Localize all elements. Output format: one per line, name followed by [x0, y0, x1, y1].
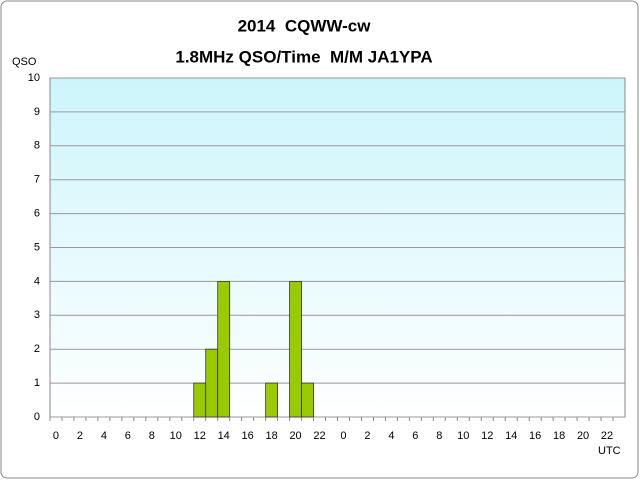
bar	[301, 382, 314, 418]
y-tick-label: 5	[34, 241, 40, 253]
bar	[265, 382, 279, 418]
x-tick-label: 12	[194, 430, 206, 442]
y-tick-label: 10	[28, 72, 40, 84]
x-tick-label: 18	[265, 430, 277, 442]
x-tick-label: 18	[553, 430, 565, 442]
x-tick-label: 2	[77, 430, 83, 442]
x-tick-label: 20	[577, 430, 589, 442]
x-tick-label: 12	[481, 430, 493, 442]
x-axis-label: UTC	[598, 445, 621, 457]
x-tick-label: 10	[457, 430, 469, 442]
y-tick-label: 0	[34, 411, 40, 423]
chart-title: 2014 CQWW-cw	[238, 16, 372, 35]
bar	[289, 280, 302, 418]
x-tick-label: 8	[149, 430, 155, 442]
y-axis-label: QSO	[12, 56, 37, 68]
x-tick-label: 0	[340, 430, 346, 442]
y-tick-label: 7	[34, 174, 40, 186]
y-tick-label: 3	[34, 309, 40, 321]
y-tick-label: 2	[34, 343, 40, 355]
y-tick-label: 1	[34, 377, 40, 389]
x-tick-label: 22	[313, 430, 325, 442]
x-tick-label: 22	[601, 430, 613, 442]
x-tick-label: 6	[412, 430, 418, 442]
y-tick-label: 6	[34, 208, 40, 220]
x-tick-label: 20	[289, 430, 301, 442]
x-tick-label: 14	[218, 430, 230, 442]
x-tick-label: 2	[364, 430, 370, 442]
y-tick-label: 9	[34, 106, 40, 118]
x-tick-label: 0	[53, 430, 59, 442]
y-tick-label: 4	[34, 275, 40, 287]
x-tick-label: 10	[170, 430, 182, 442]
bar	[193, 382, 207, 418]
x-tick-label: 14	[505, 430, 517, 442]
bar	[205, 348, 219, 418]
chart-subtitle: 1.8MHz QSO/Time M/M JA1YPA	[175, 47, 432, 66]
bar	[217, 280, 231, 418]
x-tick-label: 8	[436, 430, 442, 442]
y-tick-label: 8	[34, 140, 40, 152]
x-tick-label: 4	[388, 430, 394, 442]
x-tick-label: 16	[242, 430, 254, 442]
x-tick-label: 16	[529, 430, 541, 442]
x-tick-label: 6	[125, 430, 131, 442]
x-tick-label: 4	[101, 430, 107, 442]
